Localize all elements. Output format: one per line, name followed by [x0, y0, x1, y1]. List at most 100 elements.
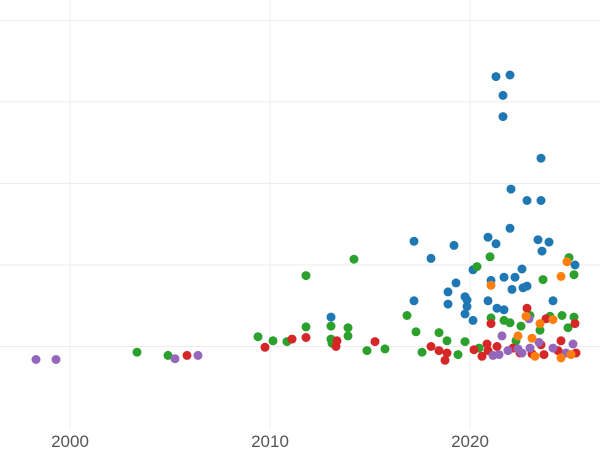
data-point	[442, 336, 452, 346]
data-point	[380, 344, 390, 354]
data-point	[31, 355, 41, 364]
data-point	[182, 350, 192, 360]
data-point	[462, 295, 472, 305]
data-point	[417, 347, 427, 357]
data-point	[536, 153, 546, 163]
data-point	[483, 296, 493, 306]
data-point	[505, 318, 515, 328]
data-point	[510, 272, 520, 282]
data-point	[51, 355, 61, 364]
data-point	[541, 314, 551, 324]
data-point	[469, 345, 479, 355]
data-point	[538, 275, 548, 285]
data-point	[434, 328, 444, 338]
data-point	[530, 351, 540, 361]
data-point	[505, 223, 515, 233]
data-point	[522, 196, 532, 205]
data-point	[522, 281, 532, 291]
data-point	[498, 90, 508, 100]
data-point	[539, 350, 549, 360]
data-point	[468, 315, 478, 325]
data-point	[301, 271, 311, 281]
data-point	[453, 350, 463, 360]
data-point	[402, 311, 412, 320]
data-point	[548, 296, 558, 306]
data-point	[443, 299, 453, 309]
data-point	[409, 296, 419, 306]
data-point	[556, 353, 566, 363]
data-point	[451, 278, 461, 288]
data-point	[568, 339, 578, 349]
series-4	[486, 257, 576, 363]
data-point	[482, 339, 492, 349]
data-point	[460, 309, 470, 319]
data-point	[562, 257, 572, 267]
data-point	[499, 305, 509, 315]
data-point	[521, 311, 531, 321]
data-point	[556, 336, 566, 346]
data-point	[440, 355, 450, 365]
data-point	[426, 253, 436, 263]
data-point	[507, 284, 517, 294]
data-point	[536, 196, 546, 205]
data-point	[494, 350, 504, 360]
data-point	[517, 264, 527, 274]
data-point	[525, 343, 535, 353]
data-point	[557, 311, 567, 320]
data-point	[505, 70, 515, 80]
data-point	[253, 332, 263, 342]
data-point	[460, 337, 470, 347]
data-point	[497, 331, 507, 341]
data-point	[522, 303, 532, 313]
data-point	[362, 346, 372, 356]
data-point	[535, 319, 545, 329]
data-point	[268, 336, 278, 346]
series-0	[326, 70, 580, 325]
data-point	[170, 354, 180, 364]
series-3	[31, 314, 578, 364]
data-point	[326, 321, 336, 331]
data-point	[442, 348, 452, 358]
data-point	[498, 112, 508, 122]
data-point	[449, 240, 459, 250]
data-point	[499, 272, 509, 282]
data-point	[434, 346, 444, 356]
data-point	[570, 319, 580, 329]
data-point	[486, 280, 496, 290]
data-point	[349, 254, 359, 264]
data-point	[326, 312, 336, 322]
data-point	[260, 342, 270, 352]
data-point	[343, 323, 353, 333]
data-point	[492, 303, 502, 313]
data-points	[31, 70, 581, 365]
data-point	[331, 342, 341, 351]
data-point	[548, 343, 558, 353]
data-point	[163, 350, 173, 360]
data-point	[485, 252, 495, 262]
series-1	[132, 252, 579, 360]
data-point	[443, 287, 453, 297]
data-point	[513, 331, 523, 341]
data-point	[301, 333, 311, 342]
x-axis-ticks: 2000 2010 2020	[51, 432, 489, 450]
data-point	[516, 321, 526, 331]
data-point	[503, 346, 513, 356]
data-point	[301, 322, 311, 332]
data-point	[483, 232, 493, 242]
data-point	[570, 260, 580, 270]
data-point	[287, 334, 297, 344]
data-point	[486, 319, 496, 329]
data-point	[506, 184, 516, 194]
data-point	[566, 350, 576, 360]
data-point	[569, 270, 579, 280]
data-point	[492, 342, 502, 351]
data-point	[517, 348, 527, 358]
data-point	[563, 323, 573, 333]
data-point	[527, 333, 537, 343]
data-point	[472, 262, 482, 272]
data-point	[370, 337, 380, 347]
data-point	[343, 331, 353, 341]
data-point	[491, 72, 501, 82]
data-point	[132, 347, 142, 357]
